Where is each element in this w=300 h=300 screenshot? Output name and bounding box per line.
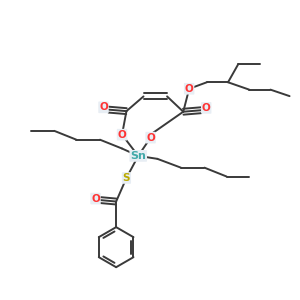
Text: O: O <box>91 194 100 204</box>
Text: O: O <box>202 103 211 113</box>
Text: O: O <box>118 130 126 140</box>
Text: Sn: Sn <box>130 151 146 161</box>
Text: O: O <box>185 84 194 94</box>
Text: S: S <box>123 173 130 183</box>
Text: O: O <box>146 133 155 142</box>
Text: O: O <box>99 102 108 112</box>
